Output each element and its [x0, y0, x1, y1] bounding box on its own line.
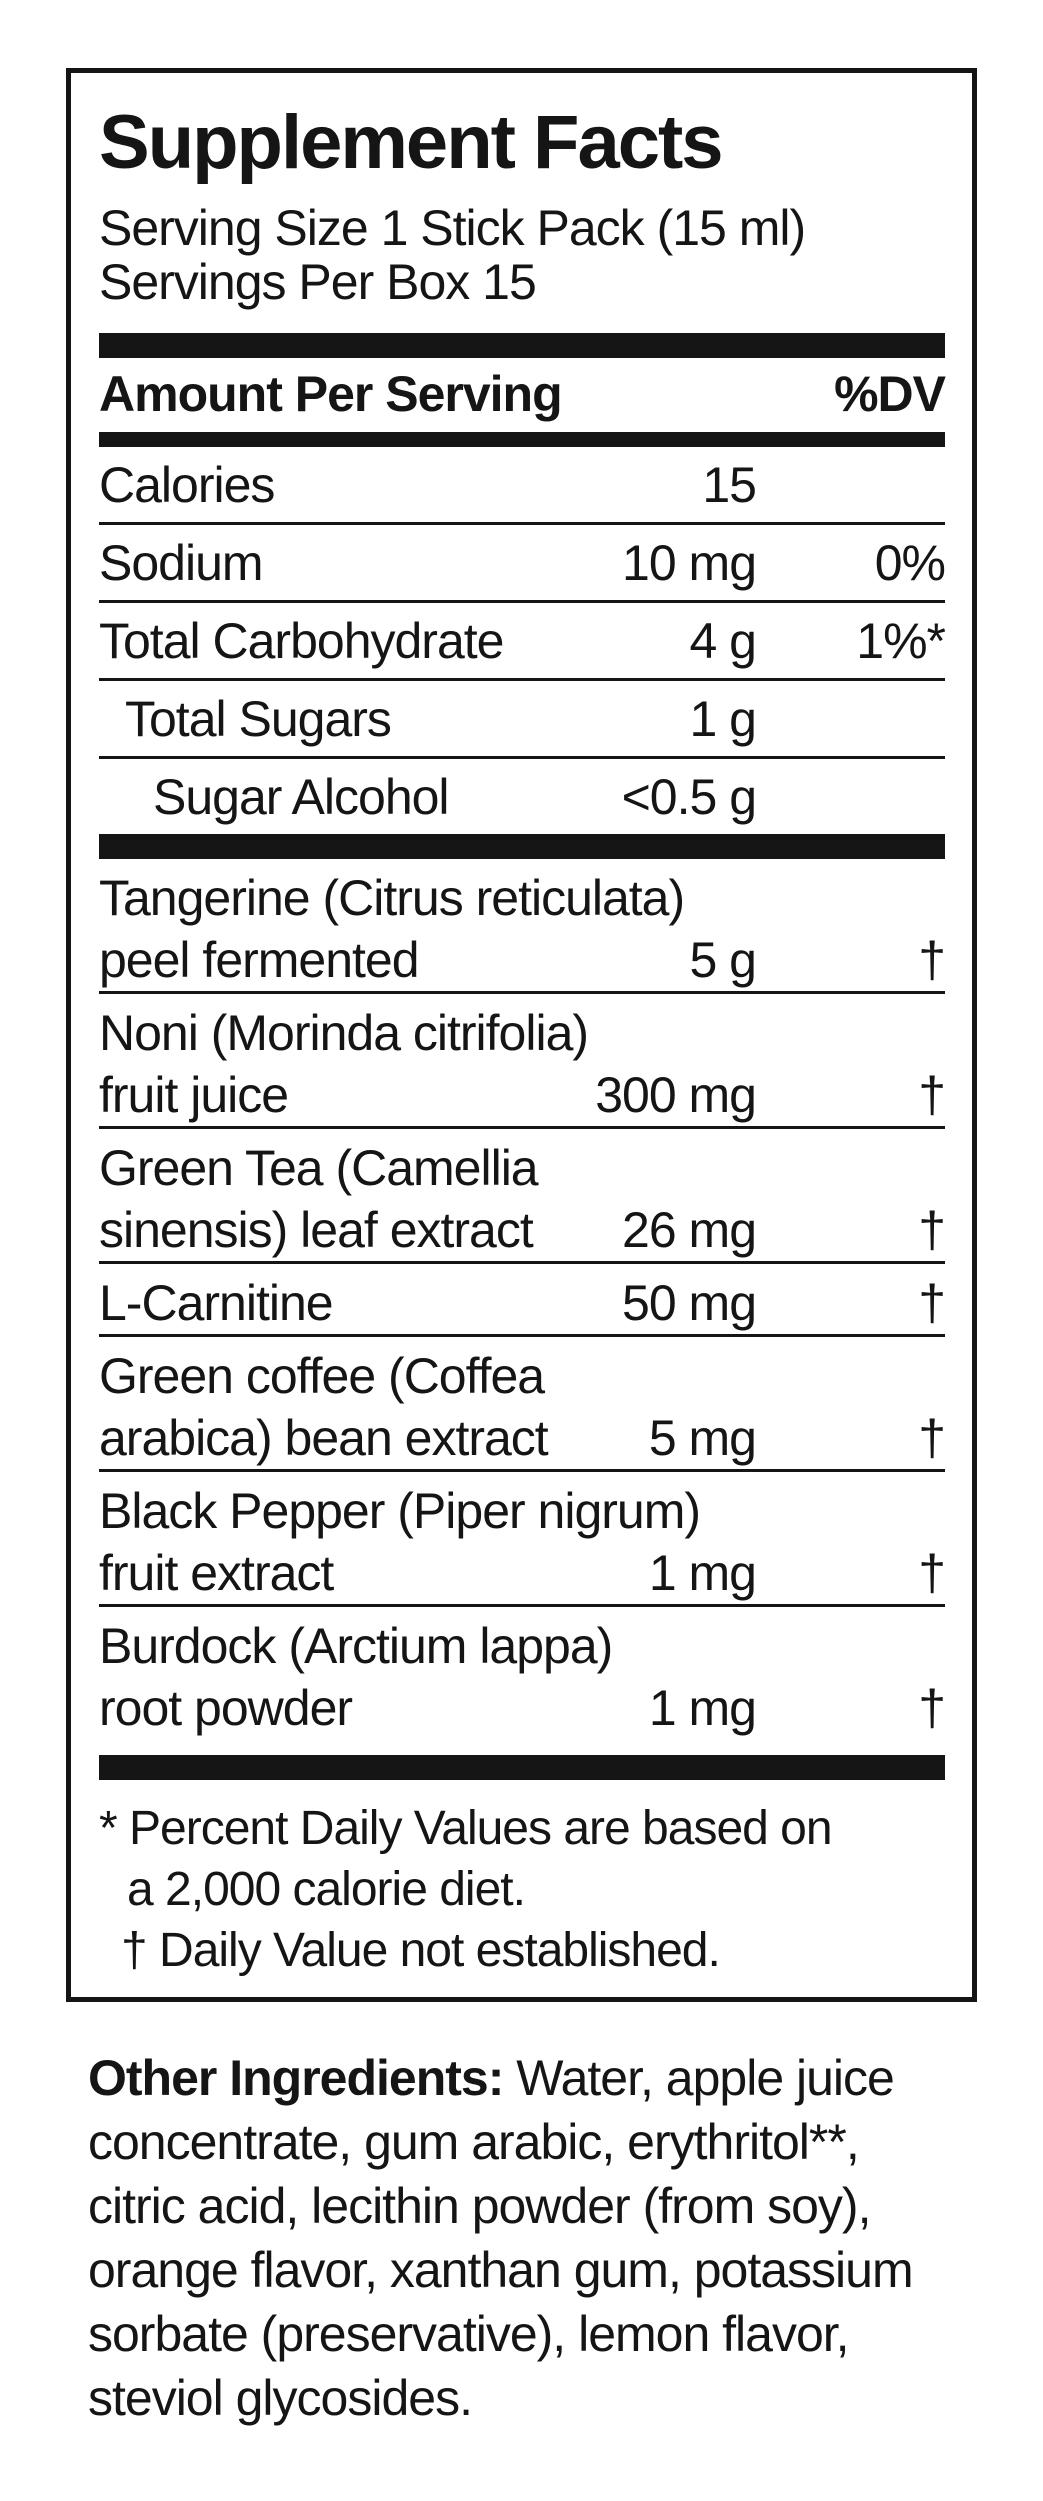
- amount-per-serving-header: Amount Per Serving: [99, 366, 563, 422]
- nutrient-amount: 1 g: [689, 690, 757, 747]
- ingredient-name-line2: peel fermented: [99, 932, 420, 988]
- ingredient-amount: 26 mg: [622, 1202, 757, 1258]
- ingredient-amount: 5 mg: [648, 1410, 757, 1466]
- nutrient-row-sodium: Sodium 10 mg 0%: [99, 525, 946, 603]
- ingredient-row-green-coffee: Green coffee (Coffea arabica) bean extra…: [99, 1337, 946, 1472]
- ingredient-name-line2: arabica) bean extract: [99, 1410, 549, 1466]
- other-ingredients-line5: sorbate (preservative), lemon flavor,: [88, 2306, 850, 2362]
- separator-bar-middle: [99, 834, 945, 859]
- nutrient-amount: 15: [702, 456, 757, 513]
- panel-title: Supplement Facts: [99, 100, 724, 185]
- ingredient-row-noni: Noni (Morinda citrifolia) fruit juice 30…: [99, 994, 946, 1129]
- other-ingredients-line4: orange flavor, xanthan gum, potassium: [88, 2242, 914, 2298]
- nutrient-name: Calories: [99, 456, 275, 513]
- ingredient-row-tangerine: Tangerine (Citrus reticulata) peel ferme…: [99, 859, 946, 994]
- footnote-dv-line1: * Percent Daily Values are based on: [99, 1802, 833, 1855]
- ingredient-name: L-Carnitine: [99, 1275, 334, 1331]
- serving-size-line: Serving Size 1 Stick Pack (15 ml): [99, 200, 806, 256]
- other-ingredients-label: Other Ingredients:: [88, 2050, 504, 2106]
- servings-per-box-line: Servings Per Box 15: [99, 254, 537, 310]
- nutrient-row-total-sugars: Total Sugars 1 g: [99, 681, 945, 759]
- other-ingredients-line1-rest: Water, apple juice: [503, 2050, 895, 2106]
- supplement-facts-panel: Supplement Facts Serving Size 1 Stick Pa…: [66, 68, 977, 2002]
- serving-info: Serving Size 1 Stick Pack (15 ml) Servin…: [99, 201, 945, 309]
- ingredient-name-line1: Burdock (Arctium lappa): [99, 1618, 613, 1674]
- ingredient-name-line1: Black Pepper (Piper nigrum): [99, 1483, 701, 1539]
- ingredient-name-line1: Noni (Morinda citrifolia): [99, 1005, 589, 1061]
- ingredient-dv-dagger: †: [918, 932, 946, 988]
- ingredient-name-line2: fruit extract: [99, 1545, 334, 1601]
- ingredient-name-line1: Green coffee (Coffea: [99, 1348, 545, 1404]
- footnote-block: * Percent Daily Values are based on a 2,…: [99, 1798, 945, 1981]
- nutrient-dv: 0%: [874, 534, 946, 591]
- separator-bar-header: [99, 432, 945, 447]
- ingredient-dv-dagger: †: [918, 1545, 946, 1601]
- ingredient-dv-dagger: †: [918, 1067, 946, 1123]
- nutrient-name: Sodium: [99, 534, 264, 591]
- column-header-row: Amount Per Serving %DV: [99, 358, 946, 432]
- ingredient-row-green-tea: Green Tea (Camellia sinensis) leaf extra…: [99, 1129, 946, 1264]
- nutrient-amount: 10 mg: [622, 534, 757, 591]
- ingredient-name-line1: Green Tea (Camellia: [99, 1140, 539, 1196]
- ingredient-name-line2: sinensis) leaf extract: [99, 1202, 534, 1258]
- ingredient-amount: 300 mg: [595, 1067, 757, 1123]
- nutrient-name: Total Carbohydrate: [99, 612, 504, 669]
- other-ingredients-line2: concentrate, gum arabic, erythritol**,: [88, 2114, 860, 2170]
- nutrient-row-sugar-alcohol: Sugar Alcohol <0.5 g: [99, 759, 945, 834]
- ingredient-row-black-pepper: Black Pepper (Piper nigrum) fruit extrac…: [99, 1472, 946, 1607]
- nutrient-name: Sugar Alcohol: [153, 768, 450, 825]
- ingredient-dv-dagger: †: [918, 1275, 946, 1331]
- footnote-dagger-line: † Daily Value not established.: [121, 1924, 721, 1977]
- ingredient-amount: 50 mg: [622, 1275, 757, 1331]
- ingredient-row-l-carnitine: L-Carnitine 50 mg †: [99, 1264, 946, 1337]
- nutrient-dv: 1%*: [856, 612, 946, 669]
- nutrient-amount: <0.5 g: [621, 768, 757, 825]
- percent-dv-header: %DV: [834, 366, 946, 422]
- ingredient-name-line2: root powder: [99, 1680, 353, 1736]
- nutrient-row-total-carbohydrate: Total Carbohydrate 4 g 1%*: [99, 603, 946, 681]
- ingredient-row-burdock: Burdock (Arctium lappa) root powder 1 mg…: [99, 1607, 946, 1739]
- footnote-dv-line2: a 2,000 calorie diet.: [127, 1863, 526, 1916]
- ingredient-amount: 1 mg: [648, 1545, 757, 1601]
- separator-bar-bottom: [99, 1755, 945, 1780]
- other-ingredients-paragraph: Other Ingredients: Water, apple juice co…: [88, 2046, 980, 2430]
- other-ingredients-line1: Other Ingredients: Water, apple juice: [88, 2046, 980, 2110]
- other-ingredients-line6: steviol glycosides.: [88, 2370, 473, 2426]
- nutrient-row-calories: Calories 15: [99, 447, 945, 525]
- ingredient-dv-dagger: †: [918, 1202, 946, 1258]
- ingredient-dv-dagger: †: [918, 1410, 946, 1466]
- ingredient-name-line2: fruit juice: [99, 1067, 289, 1123]
- ingredient-amount: 5 g: [689, 932, 757, 988]
- separator-bar-top: [99, 333, 945, 358]
- ingredient-dv-dagger: †: [918, 1680, 946, 1736]
- ingredient-name-line1: Tangerine (Citrus reticulata): [99, 870, 685, 926]
- nutrient-amount: 4 g: [689, 612, 757, 669]
- nutrient-name: Total Sugars: [125, 690, 392, 747]
- ingredient-amount: 1 mg: [648, 1680, 757, 1736]
- other-ingredients-line3: citric acid, lecithin powder (from soy),: [88, 2178, 871, 2234]
